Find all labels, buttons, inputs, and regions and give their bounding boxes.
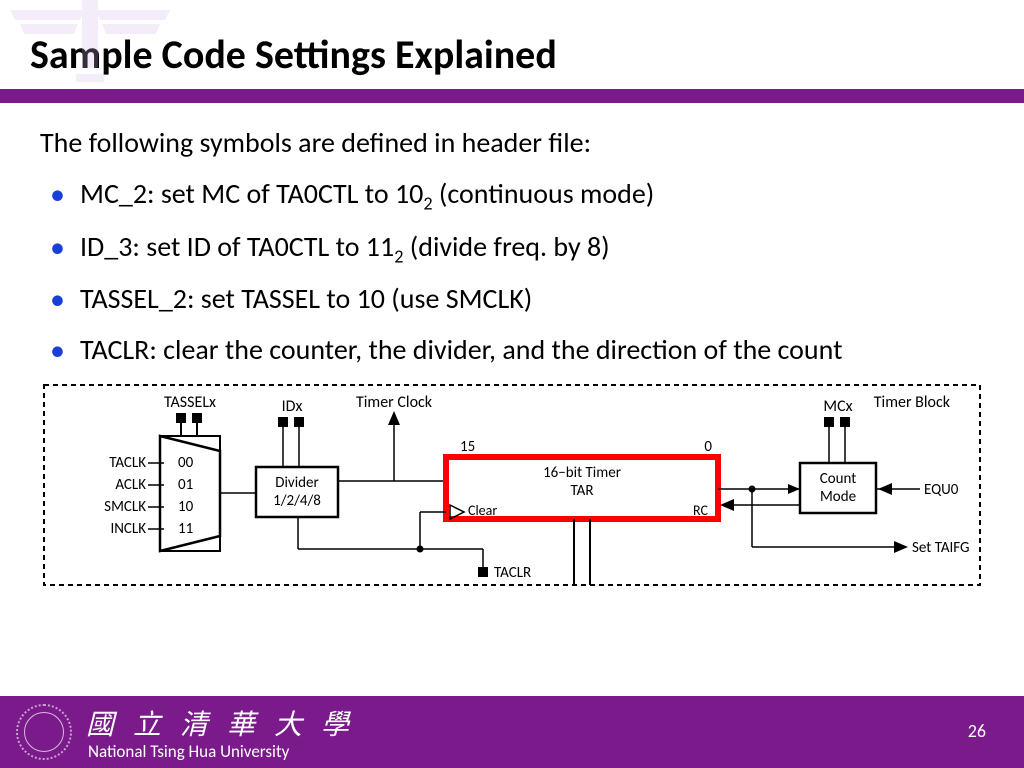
- svg-text:11: 11: [178, 520, 193, 538]
- equ0-label: EQU0: [924, 481, 959, 499]
- list-item: ID_3: set ID of TA0CTL to 112 (divide fr…: [46, 225, 984, 272]
- timer-block-diagram: Timer Block TASSELx 00 01 10 11 TACLK AC…: [40, 381, 984, 591]
- svg-text:Divider: Divider: [275, 474, 318, 492]
- slide-footer: 國 立 清 華 大 學 National Tsing Hua Universit…: [0, 696, 1024, 768]
- title-divider: [0, 89, 1024, 103]
- taclr-label: TACLR: [494, 564, 531, 582]
- tasselx-label: TASSELx: [164, 393, 216, 412]
- bullet-list: MC_2: set MC of TA0CTL to 102 (continuou…: [40, 172, 984, 373]
- idx-label: IDx: [282, 397, 303, 416]
- intro-text: The following symbols are defined in hea…: [40, 121, 984, 166]
- svg-text:15: 15: [460, 438, 475, 456]
- taclk-label: TACLK: [109, 454, 146, 472]
- svg-text:10: 10: [178, 498, 194, 516]
- svg-text:01: 01: [178, 476, 193, 494]
- svg-text:0: 0: [704, 438, 712, 456]
- list-item: MC_2: set MC of TA0CTL to 102 (continuou…: [46, 172, 984, 219]
- aclk-label: ACLK: [115, 476, 146, 494]
- svg-text:RC: RC: [693, 502, 708, 519]
- timer-clock-label: Timer Clock: [356, 393, 433, 412]
- smclk-label: SMCLK: [104, 498, 146, 516]
- list-item: TASSEL_2: set TASSEL to 10 (use SMCLK): [46, 277, 984, 322]
- svg-text:00: 00: [178, 454, 194, 472]
- list-item: TACLR: clear the counter, the divider, a…: [46, 328, 984, 373]
- svg-text:Count: Count: [820, 470, 857, 488]
- university-logo-watermark: [0, 0, 190, 90]
- footer-chinese-name: 國 立 清 華 大 學: [86, 703, 355, 743]
- inclk-label: INCLK: [110, 520, 146, 538]
- svg-text:TAR: TAR: [571, 482, 594, 500]
- university-seal-icon: [16, 704, 72, 760]
- footer-english-name: National Tsing Hua University: [88, 741, 355, 762]
- svg-text:Clear: Clear: [468, 502, 497, 519]
- mcx-label: MCx: [823, 397, 852, 416]
- svg-text:Mode: Mode: [820, 488, 856, 506]
- page-number: 26: [968, 720, 986, 742]
- timer-block-label: Timer Block: [874, 393, 951, 412]
- set-taifg-label: Set TAIFG: [912, 539, 970, 557]
- svg-text:16−bit Timer: 16−bit Timer: [543, 464, 621, 482]
- svg-text:1/2/4/8: 1/2/4/8: [273, 492, 321, 510]
